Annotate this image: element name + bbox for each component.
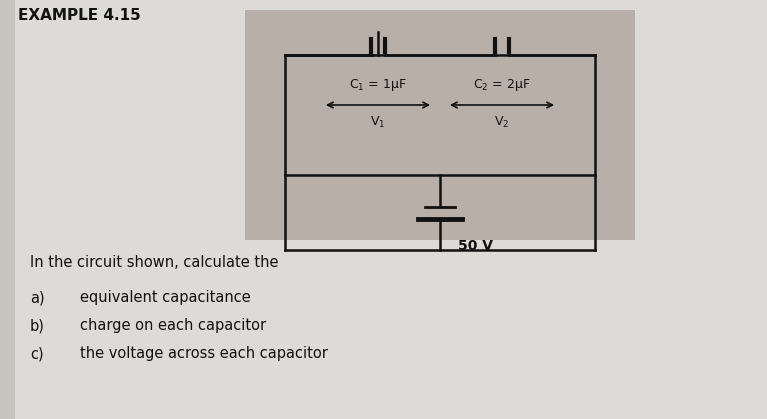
Text: equivalent capacitance: equivalent capacitance (80, 290, 251, 305)
Text: C$_2$ = 2μF: C$_2$ = 2μF (473, 77, 531, 93)
Text: 50 V: 50 V (458, 239, 493, 253)
Text: b): b) (30, 318, 45, 333)
Text: a): a) (30, 290, 44, 305)
Text: charge on each capacitor: charge on each capacitor (80, 318, 266, 333)
Text: C$_1$ = 1μF: C$_1$ = 1μF (349, 77, 407, 93)
Text: c): c) (30, 346, 44, 361)
Text: V$_2$: V$_2$ (495, 115, 509, 130)
Text: In the circuit shown, calculate the: In the circuit shown, calculate the (30, 255, 278, 270)
Bar (245, 10, 635, 240)
Text: V$_1$: V$_1$ (370, 115, 386, 130)
Text: the voltage across each capacitor: the voltage across each capacitor (80, 346, 328, 361)
Text: EXAMPLE 4.15: EXAMPLE 4.15 (18, 8, 141, 23)
